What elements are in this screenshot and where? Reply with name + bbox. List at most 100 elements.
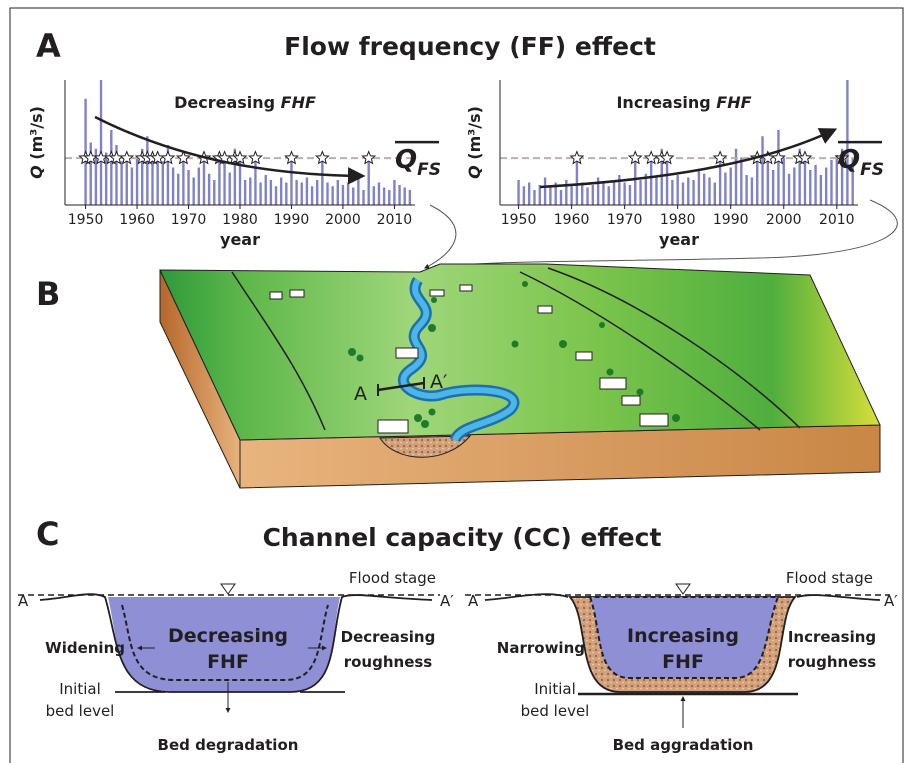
x-tick-label: 1970: [607, 212, 643, 228]
y-axis-symbol: Q: [27, 165, 46, 179]
bar: [787, 173, 791, 205]
threshold-symbol: Q: [395, 145, 417, 175]
y-axis-label: Q (m³/s): [27, 106, 46, 179]
chart-subtitle: Increasing FHF: [616, 93, 751, 112]
bar: [367, 155, 370, 205]
x-tick-label: 2010: [819, 212, 855, 228]
bar: [809, 170, 812, 205]
bar: [141, 148, 144, 205]
bar: [89, 142, 92, 205]
subtitle-text: Decreasing: [174, 93, 275, 112]
bar: [581, 182, 584, 205]
bar: [249, 177, 252, 205]
panel-label: B: [36, 275, 60, 313]
bar: [517, 180, 520, 205]
side-label: Increasing: [788, 628, 876, 646]
frame: [9, 7, 904, 763]
bar: [321, 152, 324, 205]
bar: [734, 148, 738, 205]
bar: [756, 155, 759, 205]
bar: [697, 170, 701, 205]
y-axis-unit: (m³/s): [27, 106, 46, 160]
bar: [202, 152, 206, 205]
bar: [146, 136, 149, 205]
bar: [538, 185, 541, 205]
threshold-subscript: FS: [417, 160, 441, 180]
bar: [851, 157, 854, 205]
bar: [382, 187, 386, 205]
bar: [403, 187, 406, 205]
panel-label: C: [36, 515, 59, 553]
x-tick-label: 1990: [713, 212, 749, 228]
y-axis-unit: (m³/s): [465, 106, 484, 160]
connector-arrow: [424, 204, 457, 269]
bar: [135, 157, 139, 205]
side-label: roughness: [788, 653, 877, 671]
bar: [192, 177, 195, 205]
section-end-label: A′: [440, 592, 454, 610]
bar: [110, 130, 113, 205]
bar: [290, 155, 293, 205]
bar: [151, 155, 154, 205]
bar: [156, 152, 159, 205]
x-tick-label: 2010: [377, 212, 413, 228]
bar: [708, 177, 711, 205]
bar: [570, 186, 573, 205]
bar: [269, 180, 273, 205]
bar: [750, 177, 754, 205]
bar: [575, 155, 579, 205]
bar: [623, 182, 626, 205]
bar: [408, 190, 412, 205]
bar: [99, 80, 103, 205]
bar: [559, 190, 563, 205]
flood-stage-label: Flood stage: [786, 569, 873, 587]
bar: [549, 187, 552, 205]
panel-title: Channel capacity (CC) effect: [263, 523, 662, 552]
bar: [830, 160, 833, 205]
bar: [533, 190, 536, 205]
panel-label: A: [36, 27, 61, 65]
side-label: Narrowing: [497, 639, 585, 657]
bar: [777, 130, 780, 205]
cross-section: [18, 583, 440, 713]
star-marker: [712, 150, 728, 165]
bar: [586, 187, 589, 205]
x-tick-label: 1950: [501, 212, 537, 228]
bar: [522, 186, 526, 205]
x-tick-label: 1970: [171, 212, 207, 228]
bar: [814, 165, 817, 205]
bar: [285, 182, 288, 205]
bar: [352, 187, 355, 205]
landscape-block: [159, 263, 881, 489]
bar: [782, 157, 785, 205]
star-marker: [643, 150, 659, 165]
bar: [718, 152, 722, 205]
bar: [681, 182, 685, 205]
subtitle-emph: FHF: [716, 93, 751, 112]
bar: [213, 180, 216, 205]
section-end-label: A: [18, 592, 29, 610]
subtitle-emph: FHF: [281, 93, 316, 112]
bar: [130, 167, 134, 205]
bar: [676, 175, 679, 205]
chart-subtitle: Decreasing FHF: [174, 93, 316, 112]
bar: [840, 148, 844, 205]
bar: [300, 182, 303, 205]
bar: [305, 177, 309, 205]
bar: [341, 185, 345, 205]
bar: [346, 182, 350, 205]
bar: [740, 157, 743, 205]
bar: [166, 145, 170, 205]
star-marker: [659, 150, 675, 165]
bar: [596, 177, 600, 205]
star-marker: [797, 150, 813, 165]
bar: [228, 172, 231, 205]
bar: [687, 177, 690, 205]
bar: [618, 175, 621, 205]
bar: [766, 152, 770, 205]
star-marker: [248, 150, 263, 165]
star-marker: [314, 150, 330, 165]
bar: [793, 167, 796, 205]
section-label: A′: [430, 371, 447, 393]
bar: [182, 157, 185, 205]
